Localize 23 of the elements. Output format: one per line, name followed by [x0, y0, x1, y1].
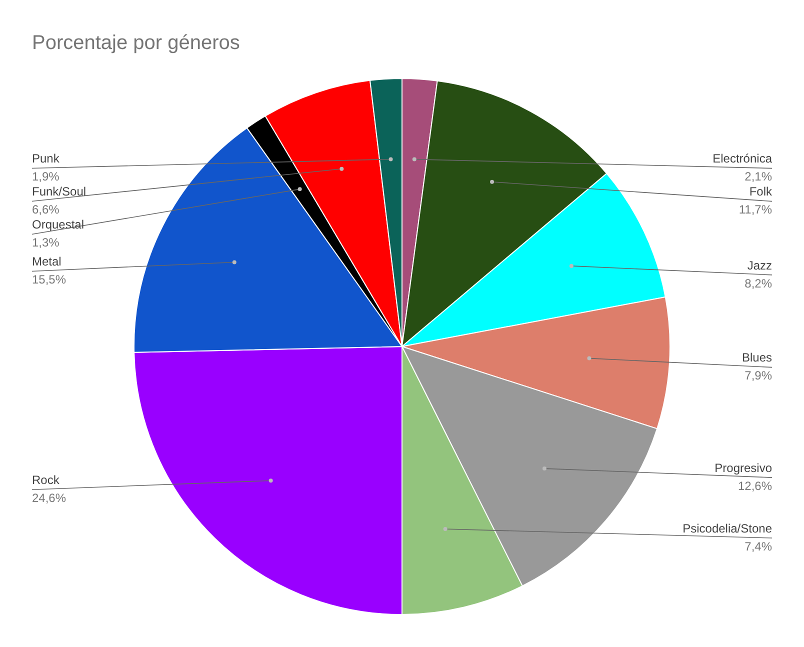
data-label: 11,7% [738, 202, 772, 217]
data-label: 1,3% [32, 236, 60, 250]
slice-label: Jazz [747, 258, 772, 272]
data-label: 6,6% [32, 202, 60, 217]
data-label: 7,4% [744, 539, 772, 554]
data-label: 1,9% [32, 170, 60, 184]
slice-label: Punk [32, 152, 60, 166]
slice-label: Rock [32, 472, 60, 487]
slice-label: Psicodelia/Stone [682, 521, 772, 536]
slice-label: Folk [749, 184, 773, 199]
data-label: 15,5% [32, 272, 66, 287]
slice-label: Electrónica [712, 152, 772, 166]
slice-label: Funk/Soul [32, 184, 86, 199]
chart-title: Porcentaje por géneros [32, 32, 240, 55]
data-label: 2,1% [744, 170, 772, 184]
slice-label: Orquestal [32, 218, 84, 232]
slice-label: Blues [742, 350, 772, 365]
data-label: 8,2% [744, 276, 772, 290]
data-label: 12,6% [738, 478, 772, 493]
data-label: 24,6% [32, 490, 66, 505]
slice-label: Metal [32, 254, 62, 269]
data-label: 7,9% [744, 368, 772, 383]
slice-label: Progresivo [714, 460, 772, 475]
